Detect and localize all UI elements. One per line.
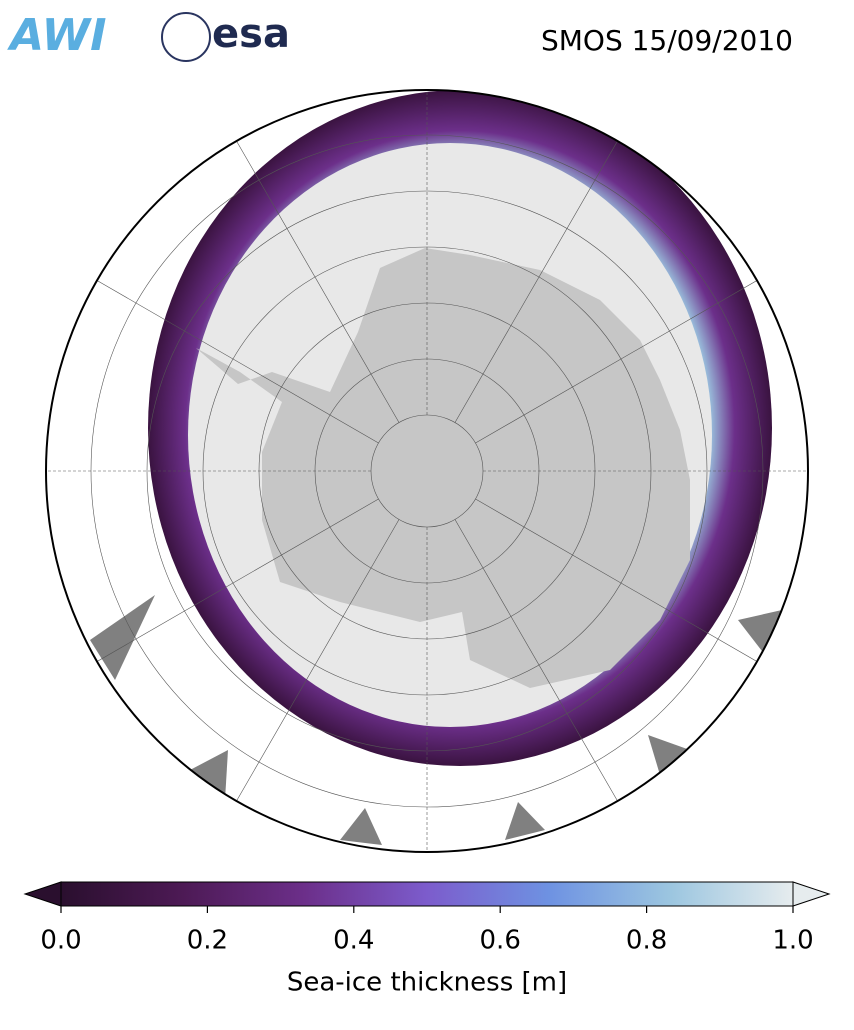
map-border — [45, 89, 809, 853]
land — [90, 595, 155, 680]
land — [738, 610, 782, 655]
logo-esa: esa — [212, 11, 290, 57]
meridian — [454, 124, 628, 423]
logo-awi: AWI — [7, 10, 107, 61]
colorbar-extend-high — [792, 881, 831, 907]
meridian — [454, 519, 628, 818]
meridian — [80, 270, 379, 444]
colorbar-tick-label: 1.0 — [772, 926, 813, 956]
antarctica — [196, 248, 690, 688]
meridian — [226, 519, 400, 818]
graticule — [46, 90, 808, 852]
colorbar-label: Sea-ice thickness [m] — [287, 968, 567, 998]
colorbar-tick-label: 0.2 — [187, 926, 228, 956]
meridian — [475, 270, 774, 444]
map — [46, 90, 808, 852]
title: SMOS 15/09/2010 — [541, 24, 793, 57]
meridian — [226, 124, 400, 423]
colorbar-tick-label: 0.8 — [626, 926, 667, 956]
colorbar-tick-label: 0.4 — [333, 926, 374, 956]
land — [340, 808, 382, 845]
land — [190, 750, 228, 800]
parallel — [146, 190, 708, 752]
meridian — [475, 498, 774, 672]
land — [505, 802, 545, 840]
colorbar-tick-label: 0.0 — [40, 926, 81, 956]
esa-globe — [161, 12, 211, 62]
colorbar-bar — [60, 881, 794, 907]
meridian — [80, 498, 379, 672]
colorbar-tick-label: 0.6 — [480, 926, 521, 956]
land — [648, 735, 690, 775]
colorbar — [23, 881, 831, 913]
colorbar-extend-low — [23, 881, 62, 907]
